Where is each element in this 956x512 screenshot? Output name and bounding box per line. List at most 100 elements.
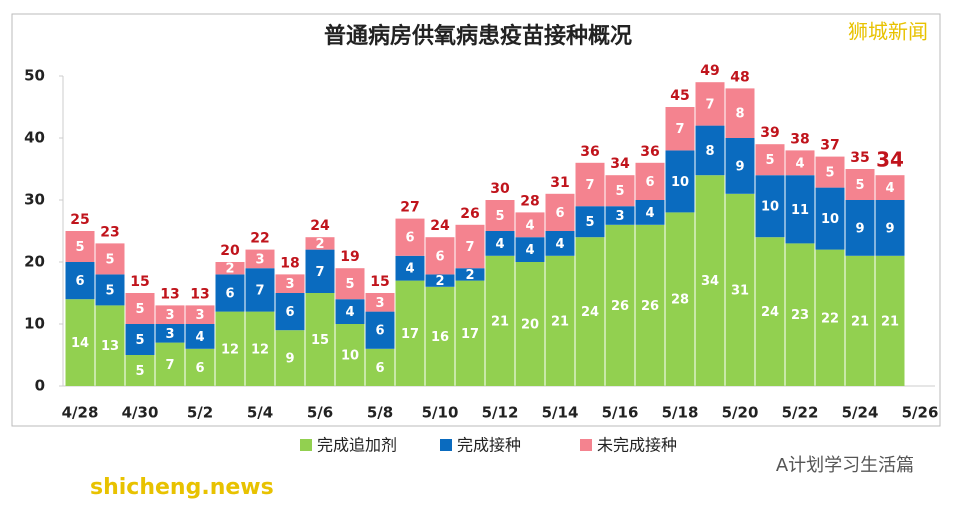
segment-label: 5	[75, 240, 84, 255]
segment-label: 34	[701, 274, 719, 289]
x-tick-label: 5/6	[307, 404, 333, 422]
segment-label: 2	[435, 274, 444, 289]
x-tick-label: 5/16	[602, 404, 639, 422]
y-tick-label: 0	[35, 377, 45, 395]
x-tick-label: 4/28	[62, 404, 99, 422]
bar-segment	[815, 187, 845, 250]
segment-label: 2	[225, 262, 234, 277]
bar-segment	[845, 255, 875, 386]
bar-segment	[65, 262, 95, 300]
bar-segment	[125, 355, 155, 386]
bar-segment	[395, 255, 425, 281]
total-label: 24	[310, 218, 330, 234]
segment-label: 12	[251, 342, 269, 357]
total-label: 27	[400, 200, 419, 216]
segment-label: 6	[435, 249, 444, 264]
bar-segment	[695, 125, 725, 176]
bar-segment	[785, 150, 815, 176]
bar-segment	[845, 169, 875, 200]
x-tick-label: 5/18	[662, 404, 699, 422]
bar-segment	[215, 274, 245, 312]
bar-segment	[305, 249, 335, 293]
bar-segment	[635, 224, 665, 386]
segment-label: 9	[735, 159, 744, 174]
segment-label: 15	[311, 333, 329, 348]
segment-label: 17	[401, 327, 419, 342]
bar-segment	[185, 324, 215, 349]
total-label: 15	[130, 274, 149, 290]
segment-label: 4	[405, 262, 414, 277]
bar-segment	[305, 293, 335, 386]
total-label: 34	[876, 148, 904, 172]
bar-segment	[95, 274, 125, 306]
bar-segment	[605, 175, 635, 207]
segment-label: 9	[855, 221, 864, 236]
x-tick-label: 4/30	[122, 404, 159, 422]
bar-segment	[95, 305, 125, 386]
bar-segment	[125, 293, 155, 324]
bar-segment	[185, 305, 215, 324]
x-tick-label: 5/4	[247, 404, 273, 422]
bar-segment	[275, 330, 305, 386]
total-label: 18	[280, 255, 299, 271]
x-tick-label: 5/14	[542, 404, 579, 422]
legend-label: 未完成接种	[597, 436, 677, 455]
bar-segment	[125, 324, 155, 355]
source: shicheng.news	[90, 475, 274, 500]
segment-label: 4	[525, 243, 534, 258]
segment-label: 10	[671, 175, 689, 190]
bar-segment	[275, 274, 305, 293]
total-label: 13	[190, 286, 209, 302]
bar-segment	[665, 212, 695, 386]
segment-label: 26	[641, 299, 659, 314]
bar-segment	[365, 293, 395, 312]
total-label: 37	[820, 138, 839, 154]
segment-label: 8	[735, 107, 744, 122]
bar-segment	[485, 231, 515, 256]
total-label: 35	[850, 150, 869, 166]
total-label: 20	[220, 243, 240, 259]
bar-segment	[215, 262, 245, 275]
total-label: 15	[370, 274, 389, 290]
x-tick-label: 5/10	[422, 404, 459, 422]
wechat-mark: A计划学习生活篇	[776, 455, 914, 476]
segment-label: 14	[71, 336, 89, 351]
bar-segment	[455, 224, 485, 269]
segment-label: 4	[345, 305, 354, 320]
bar-segment	[575, 162, 605, 207]
segment-label: 31	[731, 283, 749, 298]
bar-segment	[545, 193, 575, 231]
bar-segment	[785, 243, 815, 386]
bar-segment	[455, 268, 485, 281]
legend-label: 完成追加剂	[317, 436, 397, 455]
bar-segment	[545, 231, 575, 256]
segment-label: 5	[765, 153, 774, 168]
segment-label: 9	[285, 352, 294, 367]
bar-segment	[755, 175, 785, 238]
segment-label: 2	[465, 268, 474, 283]
bar-segment	[245, 268, 275, 312]
segment-label: 4	[195, 330, 204, 345]
total-label: 23	[100, 224, 119, 240]
bar-segment	[725, 88, 755, 138]
segment-label: 5	[345, 277, 354, 292]
segment-label: 5	[585, 215, 594, 230]
segment-label: 5	[855, 178, 864, 193]
segment-label: 7	[315, 265, 324, 280]
legend-swatch	[440, 439, 452, 451]
segment-label: 24	[581, 305, 599, 320]
segment-label: 6	[75, 274, 84, 289]
bar-segment	[365, 311, 395, 349]
bar-segment	[575, 206, 605, 238]
segment-label: 13	[101, 339, 119, 354]
segment-label: 5	[495, 209, 504, 224]
bar-segment	[815, 156, 845, 188]
total-label: 30	[490, 181, 510, 197]
x-tick-label: 5/26	[902, 404, 939, 422]
segment-label: 6	[555, 206, 564, 221]
bar-segment	[665, 107, 695, 151]
x-tick-label: 5/2	[187, 404, 213, 422]
chart-title: 普通病房供氧病患疫苗接种概况	[324, 23, 632, 49]
segment-label: 8	[705, 144, 714, 159]
